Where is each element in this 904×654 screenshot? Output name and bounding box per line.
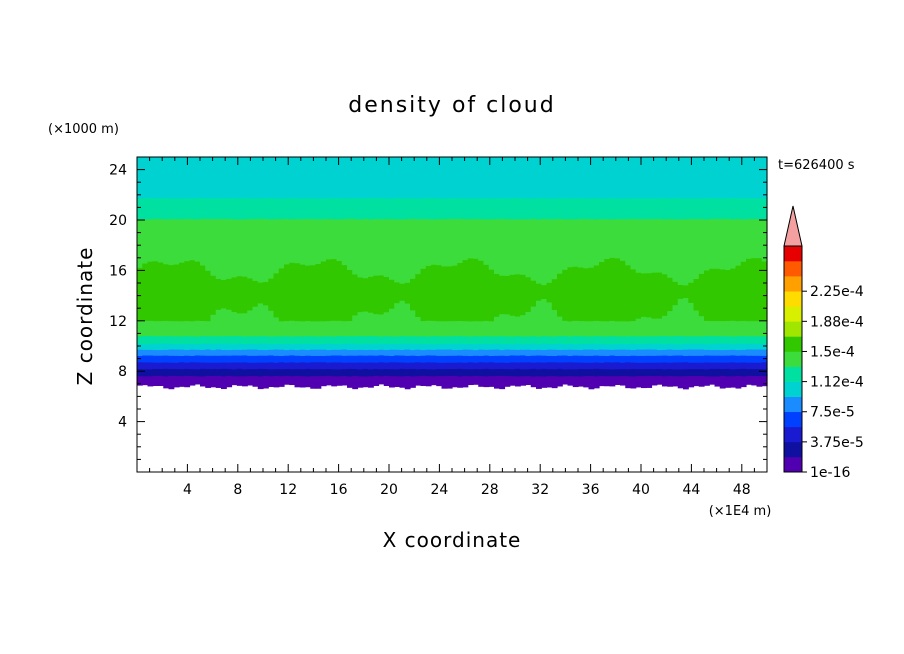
- colorbar: 1e-16 3.75e-5 7.5e-5 1.12e-4 1.5e-4 1.88e-4 2.…: [783, 205, 864, 481]
- colorbar-label: 1.12e-4: [810, 375, 864, 391]
- x-tick-label: 28: [481, 482, 499, 498]
- x-tick-label: 16: [330, 482, 348, 498]
- x-tick-label: 40: [632, 482, 650, 498]
- x-tick-label: 8: [233, 482, 242, 498]
- colorbar-segment: [784, 246, 802, 262]
- x-tick-label: 4: [183, 482, 192, 498]
- colorbar-segment: [784, 321, 802, 337]
- y-tick-label: 8: [118, 364, 127, 380]
- x-axis: 4 8 12 16 20 24 28 32 36 40 44 48: [149, 157, 755, 498]
- time-label: t=626400 s: [778, 158, 855, 173]
- x-unit-label: (×1E4 m): [709, 504, 772, 519]
- colorbar-segment: [784, 426, 802, 443]
- x-tick-label: 12: [279, 482, 297, 498]
- colorbar-label: 7.5e-5: [810, 405, 855, 421]
- y-axis-label: Z coordinate: [73, 247, 97, 386]
- x-axis-label: X coordinate: [383, 528, 522, 552]
- colorbar-segment: [784, 366, 802, 382]
- colorbar-label: 2.25e-4: [810, 284, 864, 300]
- colorbar-segment: [784, 396, 802, 413]
- colorbar-label: 1.5e-4: [810, 344, 855, 360]
- y-tick-label: 16: [109, 263, 127, 279]
- colorbar-segment: [784, 336, 802, 352]
- x-tick-label: 36: [582, 482, 600, 498]
- y-unit-label: (×1000 m): [48, 122, 119, 137]
- colorbar-segment: [784, 381, 802, 397]
- colorbar-label: 1e-16: [810, 465, 850, 481]
- colorbar-label: 1.88e-4: [810, 314, 864, 330]
- x-tick-label: 44: [682, 482, 700, 498]
- colorbar-segment: [784, 441, 802, 458]
- x-tick-label: 20: [380, 482, 398, 498]
- colorbar-segment: [784, 261, 802, 277]
- heatmap-fill: [137, 157, 768, 390]
- colorbar-extend-arrow: [783, 205, 803, 247]
- x-tick-label: 32: [531, 482, 549, 498]
- colorbar-segment: [784, 276, 802, 292]
- colorbar-segment: [784, 306, 802, 322]
- x-tick-label: 24: [430, 482, 448, 498]
- colorbar-segment: [784, 411, 802, 428]
- y-tick-label: 12: [109, 314, 127, 330]
- colorbar-segment: [784, 291, 802, 307]
- chart-title: density of cloud: [348, 93, 555, 118]
- x-tick-label: 48: [733, 482, 751, 498]
- y-tick-label: 24: [109, 163, 127, 179]
- y-axis: 4 8 12 16 20 24: [109, 163, 767, 460]
- colorbar-label: 3.75e-5: [810, 435, 864, 451]
- colorbar-segment: [784, 351, 802, 367]
- y-tick-label: 4: [118, 415, 127, 431]
- y-tick-label: 20: [109, 213, 127, 229]
- colorbar-segment: [784, 456, 802, 473]
